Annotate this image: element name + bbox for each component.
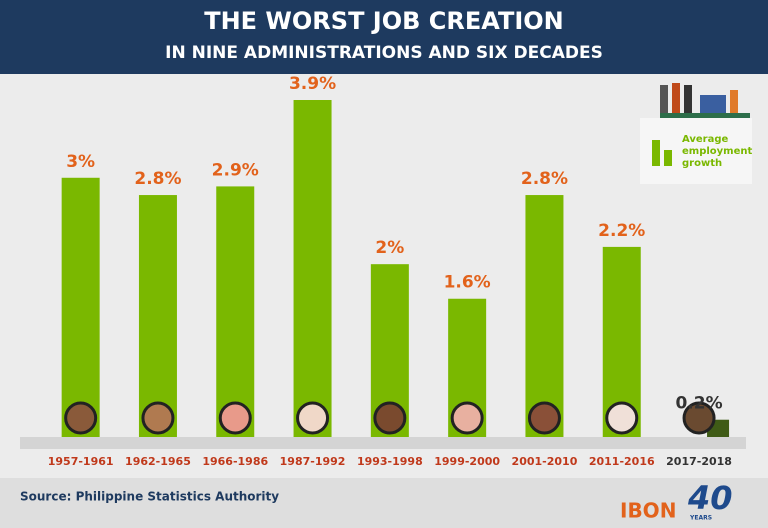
- value-label: 3.9%: [289, 74, 336, 94]
- header: [0, 0, 768, 74]
- logo-name: IBON: [620, 499, 676, 523]
- x-tick-label: 2001-2010: [512, 455, 578, 468]
- logo-unit: YEARS: [689, 515, 712, 522]
- portrait: [527, 401, 561, 435]
- x-tick-label: 1993-1998: [357, 455, 423, 468]
- value-label: 2.9%: [212, 160, 259, 180]
- people-icon: [660, 83, 750, 119]
- portrait: [450, 401, 484, 435]
- value-label: 2%: [375, 238, 404, 258]
- value-label: 2.8%: [521, 169, 568, 189]
- logo-number: 40: [687, 479, 733, 517]
- chart-title: THE WORST JOB CREATION: [204, 7, 564, 35]
- legend: Average employment growth: [640, 118, 752, 184]
- base-band: [20, 437, 746, 449]
- bar: [216, 186, 255, 437]
- x-tick-label: 1999-2000: [434, 455, 500, 468]
- x-tick-label: 1966-1986: [202, 455, 268, 468]
- portrait: [218, 401, 252, 435]
- chart-subtitle: IN NINE ADMINISTRATIONS AND SIX DECADES: [165, 43, 603, 63]
- x-tick-label: 1957-1961: [48, 455, 114, 468]
- value-label: 0.2%: [675, 394, 722, 414]
- x-tick-label: 2017-2018: [666, 455, 732, 468]
- footer: [0, 478, 768, 528]
- bar: [293, 100, 332, 437]
- portrait: [296, 401, 330, 435]
- bar: [525, 195, 564, 437]
- legend-swatch: [664, 150, 672, 166]
- bar: [61, 177, 100, 437]
- portrait: [64, 401, 98, 435]
- value-label: 2.2%: [598, 221, 645, 241]
- source: Source: Philippine Statistics Authority: [20, 490, 279, 504]
- portrait: [141, 401, 175, 435]
- x-tick-label: 1987-1992: [280, 455, 346, 468]
- x-tick-label: 1962-1965: [125, 455, 191, 468]
- bar: [138, 195, 177, 437]
- portrait: [682, 401, 716, 435]
- legend-label: Average employment growth: [682, 134, 753, 169]
- value-label: 3%: [66, 152, 95, 172]
- legend-swatch: [652, 140, 660, 166]
- value-label: 2.8%: [134, 169, 181, 189]
- portrait: [605, 401, 639, 435]
- portrait: [373, 401, 407, 435]
- value-label: 1.6%: [444, 273, 491, 293]
- x-tick-label: 2011-2016: [589, 455, 655, 468]
